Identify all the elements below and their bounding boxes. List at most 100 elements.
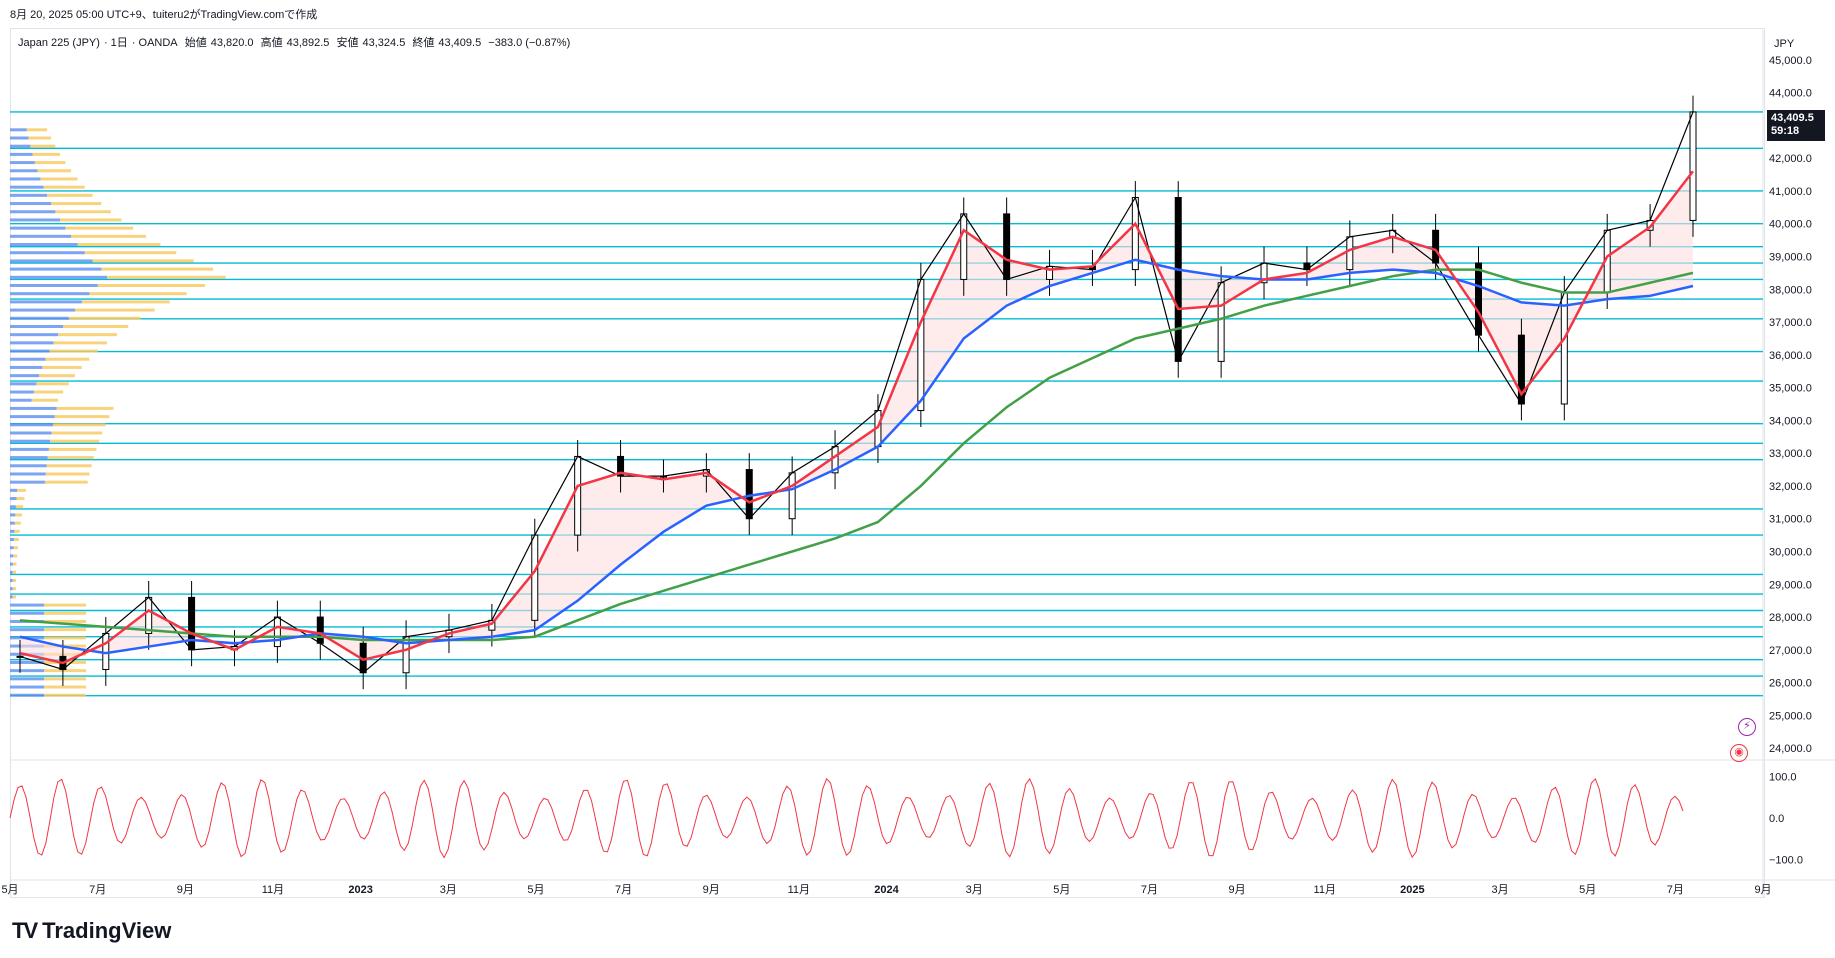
volume-profile-bar-up <box>10 579 13 582</box>
volume-profile-bar-up <box>10 292 90 296</box>
countdown-value: 59:18 <box>1771 125 1800 137</box>
ma-cloud-fill <box>20 171 1693 663</box>
volume-profile-bar-down <box>97 284 206 287</box>
volume-profile-bar-up <box>10 685 45 689</box>
volume-profile-bar-down <box>44 603 86 607</box>
volume-profile-bar-down <box>48 447 97 451</box>
y-tick-label: 28,000.0 <box>1769 612 1812 624</box>
volume-profile-bar-up <box>10 439 51 443</box>
volume-profile-bar-down <box>17 488 27 492</box>
y-tick-label: 38,000.0 <box>1769 284 1812 296</box>
candle-body <box>960 213 968 280</box>
volume-profile-bar-up <box>10 554 14 558</box>
volume-profile-bar-up <box>10 210 56 214</box>
volume-profile-bar-up <box>10 693 45 697</box>
volume-profile-bar-down <box>31 398 59 402</box>
x-tick-label: 2024 <box>874 884 899 896</box>
volume-profile-bar-down <box>12 570 16 574</box>
volume-profile-bar-up <box>10 529 15 533</box>
candle-body <box>1560 292 1568 405</box>
x-tick-label: 7月 <box>615 884 632 896</box>
volume-profile-bar-down <box>44 677 86 681</box>
y-tick-label: 29,000.0 <box>1769 579 1812 591</box>
volume-profile-bar-up <box>10 472 46 476</box>
currency-label[interactable]: JPY <box>1774 38 1795 50</box>
chart-frame[interactable] <box>10 28 1765 898</box>
candle-body <box>1475 262 1483 336</box>
volume-profile-bar-up <box>10 587 13 591</box>
candle-body <box>1346 236 1354 271</box>
volume-profile-bar-down <box>16 497 25 501</box>
volume-profile-bar-up <box>10 177 41 181</box>
volume-profile-bar-up <box>10 660 45 664</box>
volume-profile-bar-up <box>10 169 38 173</box>
volume-profile-bar-up <box>10 521 15 525</box>
volume-profile-bar-down <box>13 554 18 558</box>
volume-profile-bar-down <box>34 161 66 165</box>
volume-profile-bar-down <box>45 357 90 361</box>
brand-name: TradingView <box>42 918 172 943</box>
volume-profile-bar-down <box>77 243 161 247</box>
volume-profile-bar-down <box>107 275 226 279</box>
volume-profile-bar-up <box>10 193 48 197</box>
volume-profile-bar-up <box>10 464 47 468</box>
candle-body <box>745 469 753 520</box>
volume-profile-bar-up <box>10 267 102 271</box>
volume-profile-bar-down <box>56 406 114 410</box>
volume-profile-bar-down <box>89 292 187 296</box>
current-price-value: 43,409.5 <box>1771 112 1814 124</box>
y-tick-label: 27,000.0 <box>1769 645 1812 657</box>
x-tick-label: 7月 <box>1667 884 1684 896</box>
volume-profile-bar-up <box>10 316 69 320</box>
x-tick-label: 3月 <box>966 884 983 896</box>
volume-profile-bar-down <box>81 300 170 304</box>
y-tick-label: 41,000.0 <box>1769 186 1812 198</box>
volume-profile-bar-down <box>58 333 118 337</box>
volume-profile-bar-down <box>44 669 86 673</box>
candle-body <box>188 596 196 651</box>
volume-profile-bar-up <box>10 595 13 599</box>
x-tick-label: 5月 <box>1053 884 1070 896</box>
candle-body <box>1432 229 1440 264</box>
x-tick-label: 11月 <box>1314 884 1336 896</box>
volume-profile-bar-up <box>10 505 16 509</box>
volume-profile-bar-down <box>54 415 110 419</box>
symbol-name[interactable]: Japan 225 (JPY) <box>18 37 100 49</box>
y-tick-label: 36,000.0 <box>1769 350 1812 362</box>
volume-profile-bar-up <box>10 226 66 230</box>
volume-profile-bar-down <box>47 456 94 460</box>
x-tick-label: 5月 <box>527 884 544 896</box>
candle-body <box>145 596 153 634</box>
y-tick-label: 37,000.0 <box>1769 317 1812 329</box>
volume-profile-bar-up <box>10 308 76 312</box>
x-tick-label: 9月 <box>177 884 194 896</box>
volume-profile-bar-down <box>65 226 134 230</box>
volume-profile-bar-up <box>10 374 40 378</box>
volume-profile-bar-down <box>44 636 86 640</box>
candle-body <box>788 472 796 520</box>
volume-profile-bar-up <box>10 415 55 419</box>
volume-profile-bar-down <box>28 136 52 140</box>
close-value: 43,409.5 <box>438 37 482 49</box>
oscillator-tick-label: −100.0 <box>1769 855 1803 867</box>
tradingview-logo[interactable]: TV TradingView <box>12 918 171 944</box>
y-tick-label: 24,000.0 <box>1769 743 1812 755</box>
oscillator-tick-label: 0.0 <box>1769 813 1784 825</box>
volume-profile-bar-up <box>10 456 48 460</box>
volume-profile-bar-up <box>10 497 17 501</box>
volume-profile-bar-down <box>55 210 111 214</box>
close-price-line <box>19 111 1694 674</box>
volume-profile-bar-up <box>10 218 61 222</box>
x-tick-label: 2023 <box>348 884 372 896</box>
x-tick-label: 9月 <box>1229 884 1246 896</box>
volume-profile-bar-up <box>10 300 82 304</box>
x-tick-label: 2025 <box>1400 884 1424 896</box>
change-value: −383.0 (−0.87%) <box>488 37 571 49</box>
volume-profile-bar-up <box>10 669 45 673</box>
lightning-icon[interactable]: ⚡ <box>1738 718 1756 736</box>
target-icon[interactable]: ◉ <box>1730 744 1748 762</box>
volume-profile-bar-down <box>45 472 90 476</box>
symbol-interval[interactable]: 1日 <box>110 37 128 49</box>
volume-profile-bar-up <box>10 382 37 386</box>
